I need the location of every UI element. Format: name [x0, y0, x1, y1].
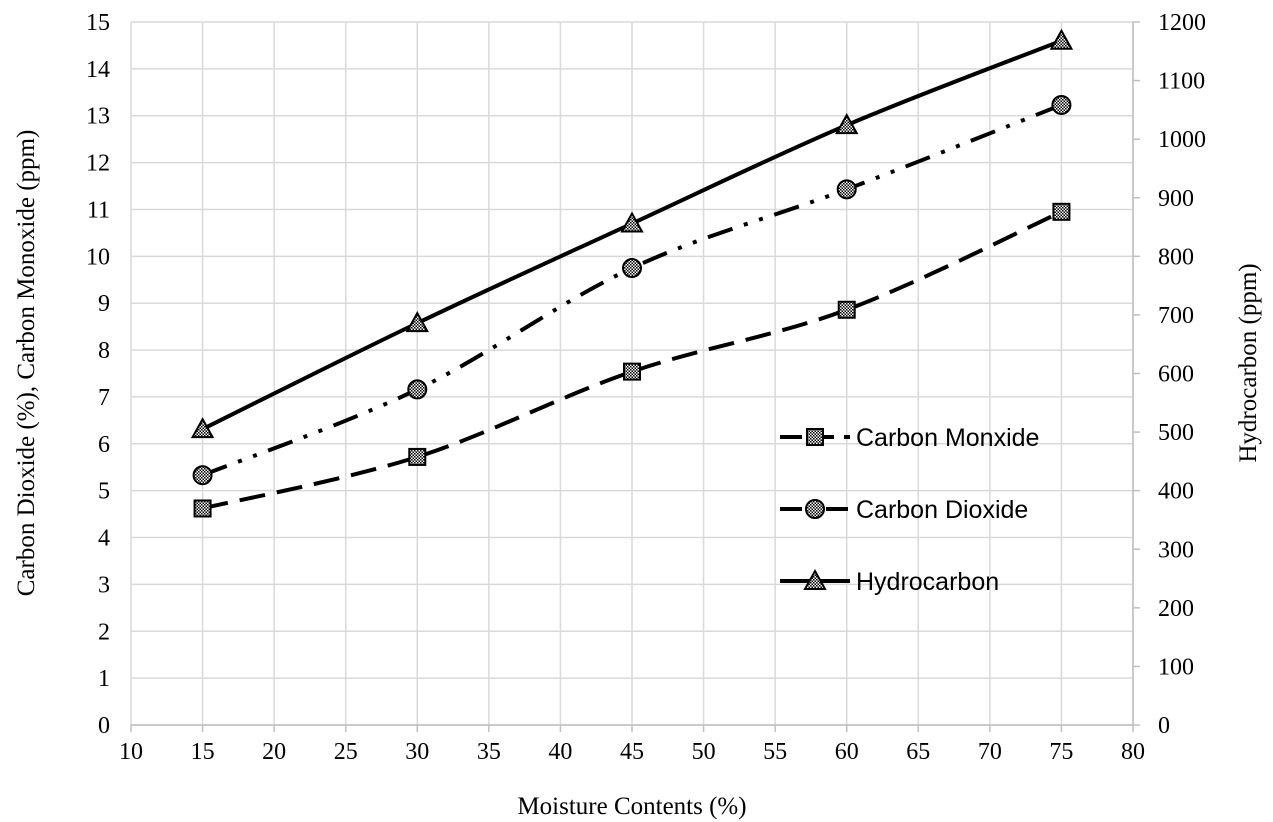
y-tick-label: 13	[86, 104, 110, 130]
data-point-carbon-monxide	[623, 362, 641, 381]
legend-marker-hydrocarbon	[803, 568, 827, 590]
x-tick-label: 75	[1049, 739, 1073, 765]
data-point-carbon-dioxide	[192, 465, 213, 486]
legend-marker-carbon-dioxide	[805, 499, 825, 519]
x-axis-title: Moisture Contents (%)	[517, 793, 746, 820]
y2-tick-label: 900	[1158, 186, 1194, 212]
x-tick-label: 15	[191, 739, 215, 765]
x-tick-label: 30	[405, 739, 429, 765]
data-point-hydrocarbon	[190, 417, 215, 439]
y-tick-label: 6	[98, 432, 110, 458]
data-point-carbon-monxide	[193, 499, 212, 518]
y2-tick-label: 700	[1158, 303, 1194, 329]
y-tick-label: 9	[98, 291, 110, 317]
x-tick-label: 20	[262, 739, 286, 765]
legend: Carbon Monxide Carbon Dioxide Hydrocarbon	[780, 424, 1039, 596]
tick-labels: 10 15 20 25 30 35 40 45 50 55 60 65 70 75 800123456789…	[86, 10, 1206, 765]
data-point-carbon-monxide	[408, 447, 427, 466]
y-tick-label: 2	[98, 619, 110, 645]
y-tick-label: 1	[98, 666, 110, 692]
y-tick-label: 3	[98, 572, 110, 598]
y2-tick-label: 800	[1158, 244, 1194, 270]
gridlines	[130, 21, 1134, 726]
axes	[130, 21, 1140, 732]
y2-tick-label: 0	[1158, 713, 1170, 739]
data-markers	[190, 28, 1074, 518]
x-tick-label: 60	[835, 739, 859, 765]
x-tick-label: 45	[620, 739, 644, 765]
y2-tick-label: 600	[1158, 362, 1194, 388]
x-tick-label: 10	[119, 739, 143, 765]
y2-tick-label: 100	[1158, 654, 1194, 680]
y-tick-label: 5	[98, 479, 110, 505]
y-tick-label: 7	[98, 385, 110, 411]
legend-label-hydrocarbon: Hydrocarbon	[856, 568, 999, 596]
x-tick-label: 50	[692, 739, 716, 765]
y-tick-label: 8	[98, 338, 110, 364]
y2-tick-label: 300	[1158, 537, 1194, 563]
data-point-carbon-dioxide	[1051, 94, 1072, 115]
y-tick-label: 12	[86, 151, 110, 177]
y2-tick-label: 1200	[1158, 10, 1206, 36]
x-tick-label: 25	[334, 739, 358, 765]
x-tick-label: 40	[548, 739, 572, 765]
y2-tick-label: 400	[1158, 479, 1194, 505]
y-tick-label: 10	[86, 244, 110, 270]
y-tick-label: 0	[98, 713, 110, 739]
legend-label-carbon-dioxide: Carbon Dioxide	[856, 496, 1028, 524]
x-tick-label: 55	[763, 739, 787, 765]
x-tick-label: 70	[978, 739, 1002, 765]
data-point-hydrocarbon	[620, 211, 644, 233]
x-tick-label: 80	[1121, 739, 1145, 765]
data-point-hydrocarbon	[405, 311, 429, 333]
y-tick-label: 11	[87, 197, 110, 223]
data-point-carbon-dioxide	[622, 258, 642, 279]
data-point-carbon-dioxide	[836, 179, 857, 200]
y-tick-label: 4	[98, 526, 110, 552]
legend-label-carbon-monxide: Carbon Monxide	[856, 424, 1039, 452]
data-point-hydrocarbon	[835, 113, 859, 135]
y2-tick-label: 200	[1158, 596, 1194, 622]
series-line-carbon-monxide	[202, 209, 1063, 511]
data-point-hydrocarbon	[1049, 28, 1074, 50]
y2-tick-label: 500	[1158, 420, 1194, 446]
data-point-carbon-monxide	[1052, 202, 1071, 221]
y2-tick-label: 1100	[1158, 69, 1205, 95]
y-tick-label: 14	[86, 57, 110, 83]
x-tick-label: 35	[477, 739, 501, 765]
y-axis-title: Carbon Dioxide (%), Carbon Monoxide (ppm…	[13, 130, 40, 597]
y2-axis-title: Hydrocarbon (ppm)	[1235, 263, 1262, 462]
legend-marker-carbon-monxide	[806, 428, 824, 446]
y-tick-label: 15	[86, 10, 110, 36]
y2-tick-label: 1000	[1158, 127, 1206, 153]
x-tick-label: 65	[906, 739, 930, 765]
data-point-carbon-dioxide	[407, 379, 428, 400]
data-point-carbon-monxide	[837, 300, 856, 319]
series-line-carbon-dioxide	[201, 103, 1063, 478]
